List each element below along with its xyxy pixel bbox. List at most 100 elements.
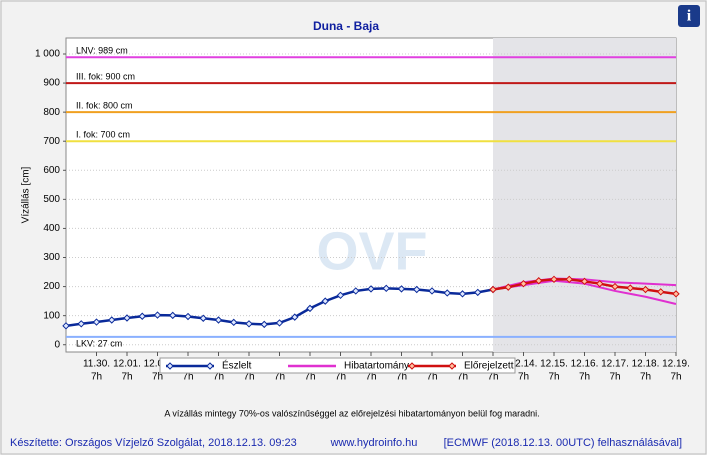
y-tick-label: 900 xyxy=(43,78,60,89)
x-tick-sublabel: 7h xyxy=(91,372,102,383)
point-marker xyxy=(291,313,299,321)
point-marker xyxy=(169,311,177,320)
point-marker xyxy=(153,311,162,319)
point-marker xyxy=(626,284,634,292)
threshold-label: III. fok: 900 cm xyxy=(76,71,135,81)
point-marker xyxy=(641,285,650,294)
x-tick-sublabel: 7h xyxy=(457,372,468,383)
point-marker xyxy=(230,318,238,327)
point-marker xyxy=(611,282,619,291)
point-marker xyxy=(535,277,543,285)
x-tick-label: 12.18. xyxy=(632,359,660,370)
point-marker xyxy=(306,304,314,313)
chart-title: Duna - Baja xyxy=(313,19,379,33)
x-tick-sublabel: 7h xyxy=(213,372,224,383)
threshold-label: LKV: 27 cm xyxy=(76,338,122,348)
x-tick-sublabel: 7h xyxy=(548,372,559,383)
x-tick-sublabel: 7h xyxy=(487,372,498,383)
note: A vízállás mintegy 70%-os valószínűségge… xyxy=(164,408,539,418)
y-tick-label: 600 xyxy=(43,165,60,176)
y-tick-label: 500 xyxy=(43,194,60,205)
point-marker xyxy=(336,291,345,300)
point-marker xyxy=(275,319,284,327)
point-marker xyxy=(245,320,253,328)
x-tick-label: 12.16. xyxy=(571,359,599,370)
x-tick-sublabel: 7h xyxy=(579,372,590,383)
point-marker xyxy=(397,285,406,293)
x-tick-label: 11.30. xyxy=(83,359,110,370)
point-marker xyxy=(550,275,558,284)
x-tick-label: 12.17. xyxy=(601,359,629,370)
point-marker xyxy=(138,312,146,320)
legend-swatch-marker xyxy=(408,362,416,370)
point-marker xyxy=(413,285,421,294)
point-marker xyxy=(92,318,101,326)
point-marker xyxy=(519,279,528,288)
legend-label: Hibatartomány xyxy=(344,361,409,372)
point-marker xyxy=(382,284,390,293)
point-marker xyxy=(672,290,680,298)
point-marker xyxy=(77,320,85,328)
x-tick-sublabel: 7h xyxy=(335,372,346,383)
x-tick-label: 12.02. xyxy=(144,359,172,370)
point-marker xyxy=(580,277,589,286)
threshold-label: II. fok: 800 cm xyxy=(76,101,133,111)
x-tick-sublabel: 7h xyxy=(182,372,193,383)
legend-swatch-marker xyxy=(166,362,174,370)
y-tick-label: 300 xyxy=(43,252,60,263)
point-marker xyxy=(428,287,436,295)
y-tick-label: 700 xyxy=(43,136,60,147)
x-tick-sublabel: 7h xyxy=(518,372,529,383)
y-axis-label: Vízállás [cm] xyxy=(21,166,32,223)
x-tick-sublabel: 7h xyxy=(670,372,681,383)
point-marker xyxy=(352,287,360,295)
point-marker xyxy=(260,320,268,329)
x-tick-label: 12.01. xyxy=(113,359,141,370)
forecast-region xyxy=(493,38,676,352)
x-tick-sublabel: 7h xyxy=(365,372,376,383)
point-marker xyxy=(596,279,604,288)
x-tick-sublabel: 7h xyxy=(304,372,315,383)
legend-box xyxy=(159,357,516,374)
x-tick-sublabel: 7h xyxy=(243,372,254,383)
point-marker xyxy=(367,285,375,293)
y-tick-label: 400 xyxy=(43,223,60,234)
x-tick-sublabel: 7h xyxy=(609,372,620,383)
x-tick-sublabel: 7h xyxy=(121,372,132,383)
x-tick-label: 12.19. xyxy=(662,359,690,370)
x-tick-sublabel: 7h xyxy=(152,372,163,383)
y-tick-label: 0 xyxy=(54,339,60,350)
x-tick-label: 12.15. xyxy=(540,359,568,370)
y-tick-label: 200 xyxy=(43,281,60,292)
legend-label: Előrejelzett xyxy=(464,361,514,372)
footer-center: www.hydroinfo.hu xyxy=(330,437,418,449)
y-tick-label: 1 000 xyxy=(35,49,60,60)
point-marker xyxy=(504,283,512,291)
point-marker xyxy=(199,314,207,322)
y-tick-label: 100 xyxy=(43,310,60,321)
watermark: OVF xyxy=(316,221,427,281)
legend-label: Észlelt xyxy=(222,359,252,372)
point-marker xyxy=(108,316,116,324)
point-marker xyxy=(474,288,482,297)
footer-left: Készítette: Országos Vízjelző Szolgálat,… xyxy=(10,437,297,449)
threshold-label: LNV: 989 cm xyxy=(76,46,128,56)
legend-swatch-marker xyxy=(448,362,456,370)
point-marker xyxy=(321,297,329,305)
info-icon[interactable]: i xyxy=(687,8,692,25)
x-tick-sublabel: 7h xyxy=(426,372,437,383)
point-marker xyxy=(443,289,451,297)
info-button[interactable] xyxy=(678,5,700,27)
point-marker xyxy=(184,312,192,321)
threshold-label: I. fok: 700 cm xyxy=(76,130,130,140)
point-marker xyxy=(489,285,497,294)
point-marker xyxy=(123,314,131,322)
point-marker xyxy=(458,290,467,298)
legend-swatch-marker xyxy=(206,362,214,370)
x-tick-sublabel: 7h xyxy=(396,372,407,383)
point-marker xyxy=(214,316,223,324)
y-tick-label: 800 xyxy=(43,107,60,118)
point-marker xyxy=(565,275,573,284)
